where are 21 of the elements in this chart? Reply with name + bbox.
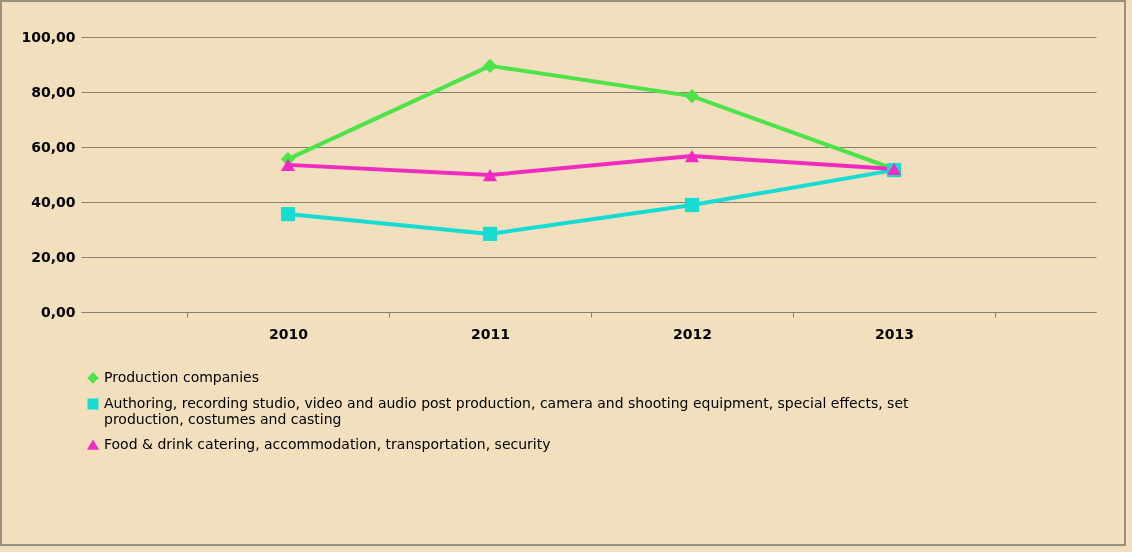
point — [684, 89, 700, 104]
point — [684, 149, 700, 163]
legend-label: Food & drink catering, accommodation, transportation, security — [104, 436, 551, 452]
y-tick-label: 0,00 — [40, 303, 76, 320]
point — [482, 168, 498, 182]
y-tick-label: 40,00 — [31, 193, 76, 210]
y-tick-label: 100,00 — [21, 28, 76, 45]
x-tick-label: 2012 — [673, 325, 712, 342]
legend-label: Production companies — [104, 369, 259, 385]
x-tick-label: 2011 — [471, 325, 510, 342]
legend-label: Authoring, recording studio, video and audio post production, camera and shooting equipment, special effects, set production, costumes and casting — [104, 395, 909, 427]
point — [482, 226, 498, 241]
y-tick-label: 80,00 — [31, 83, 76, 100]
point — [280, 158, 296, 171]
point — [280, 207, 296, 222]
x-tick-label: 2010 — [269, 325, 309, 342]
y-tick-label: 20,00 — [31, 248, 76, 265]
y-tick-label: 60,00 — [31, 138, 76, 155]
x-tick-label: 2013 — [875, 325, 914, 342]
point — [684, 197, 700, 213]
point — [482, 58, 498, 73]
